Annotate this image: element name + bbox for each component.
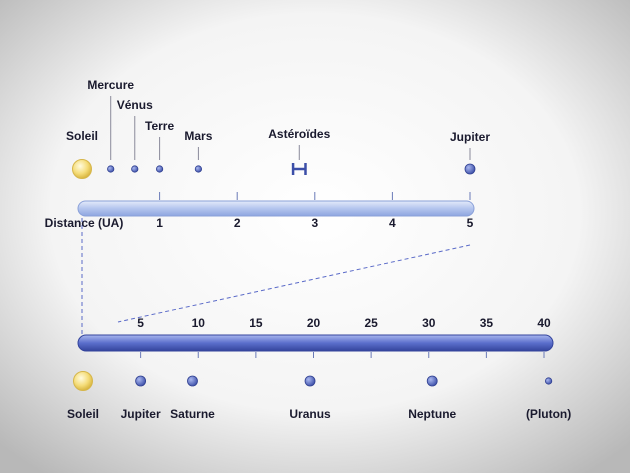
body-label: Terre <box>145 119 174 133</box>
tick-label: 2 <box>234 216 241 230</box>
body-label: (Pluton) <box>526 407 571 421</box>
tick-label: 5 <box>137 316 144 330</box>
planet <box>426 375 438 387</box>
body-label: Astéroïdes <box>268 127 330 141</box>
body-label: Jupiter <box>121 407 161 421</box>
body-label: Neptune <box>408 407 456 421</box>
tick-label: 35 <box>480 316 494 330</box>
body-label: Soleil <box>67 407 99 421</box>
body-label: Soleil <box>66 129 98 143</box>
body-label: Mercure <box>87 78 134 92</box>
axis-label: Distance (UA) <box>45 216 124 230</box>
tick-label: 15 <box>249 316 263 330</box>
tick-label: 30 <box>422 316 436 330</box>
body-label: Saturne <box>170 407 215 421</box>
planet <box>107 165 115 173</box>
tick-label: 5 <box>467 216 474 230</box>
body-label: Mars <box>184 129 212 143</box>
body-label: Jupiter <box>450 130 490 144</box>
planet <box>304 375 316 387</box>
tick-label: 1 <box>156 216 163 230</box>
tick-label: 25 <box>364 316 378 330</box>
sun <box>73 371 93 391</box>
body-label: Uranus <box>289 407 331 421</box>
planet <box>156 165 164 173</box>
tick-label: 40 <box>537 316 551 330</box>
tick-label: 3 <box>311 216 318 230</box>
planet <box>464 163 476 175</box>
tick-label: 20 <box>307 316 321 330</box>
body-label: Vénus <box>117 98 153 112</box>
bottom-scale-bar <box>77 334 554 352</box>
tick-label: 4 <box>389 216 396 230</box>
planet <box>187 375 198 387</box>
top-scale-bar <box>77 200 475 217</box>
planet <box>131 165 139 173</box>
sun <box>72 159 92 179</box>
planet <box>194 165 202 173</box>
tick-label: 10 <box>192 316 206 330</box>
planet <box>135 375 147 387</box>
planet <box>545 377 553 385</box>
